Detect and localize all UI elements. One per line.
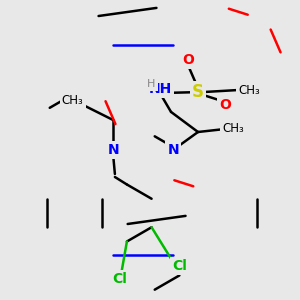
Text: O: O xyxy=(219,98,231,112)
Text: O: O xyxy=(182,53,194,67)
Text: CH₃: CH₃ xyxy=(223,122,244,136)
Text: S: S xyxy=(192,83,204,101)
Text: CH₃: CH₃ xyxy=(238,83,260,97)
Text: Cl: Cl xyxy=(172,260,188,273)
Text: CH₃: CH₃ xyxy=(62,94,83,107)
Text: NH: NH xyxy=(148,82,172,96)
Text: Cl: Cl xyxy=(112,272,128,286)
Text: H: H xyxy=(147,79,156,89)
Text: N: N xyxy=(107,143,119,157)
Text: N: N xyxy=(167,143,179,157)
